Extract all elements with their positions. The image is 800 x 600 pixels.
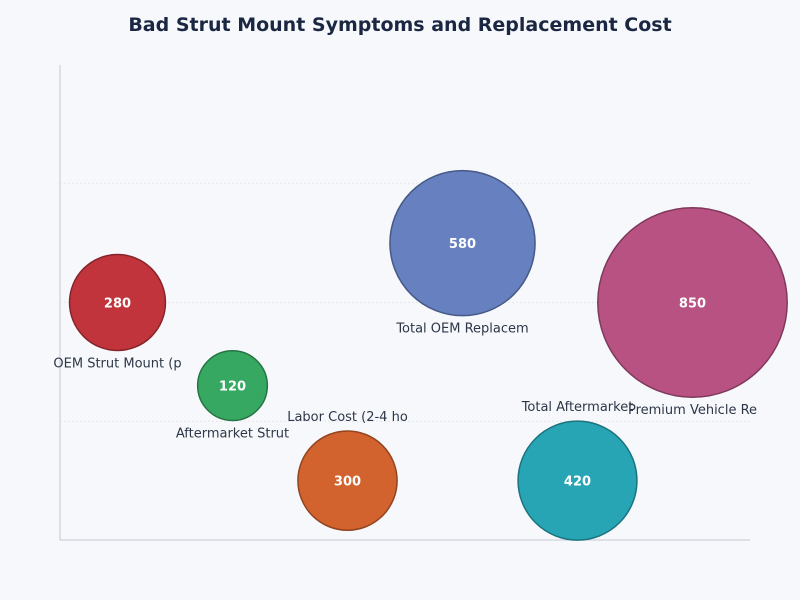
bubble-value-label: 300 [334, 475, 361, 490]
bubble-value-label: 850 [679, 297, 706, 312]
bubble [517, 420, 638, 541]
bubble [196, 350, 269, 422]
bubble-value-label: 280 [104, 297, 131, 312]
bubble-category-label: Labor Cost (2-4 ho [287, 410, 408, 425]
bubble [389, 169, 536, 317]
bubble [68, 253, 167, 352]
chart-title: Bad Strut Mount Symptoms and Replacement… [128, 14, 672, 36]
bubble-value-label: 580 [449, 237, 476, 252]
bubble [297, 430, 398, 531]
bubble-category-label: OEM Strut Mount (p [53, 356, 181, 371]
bubble-category-label: Total OEM Replacem [395, 322, 528, 337]
bubble-category-label: Aftermarket Strut [176, 426, 289, 441]
bubble-category-label: Total Aftermarket [521, 400, 634, 415]
bubble-value-label: 120 [219, 380, 246, 395]
bubble-category-label: Premium Vehicle Re [628, 403, 757, 418]
bubble-value-label: 420 [564, 475, 591, 490]
bubble [597, 207, 788, 398]
